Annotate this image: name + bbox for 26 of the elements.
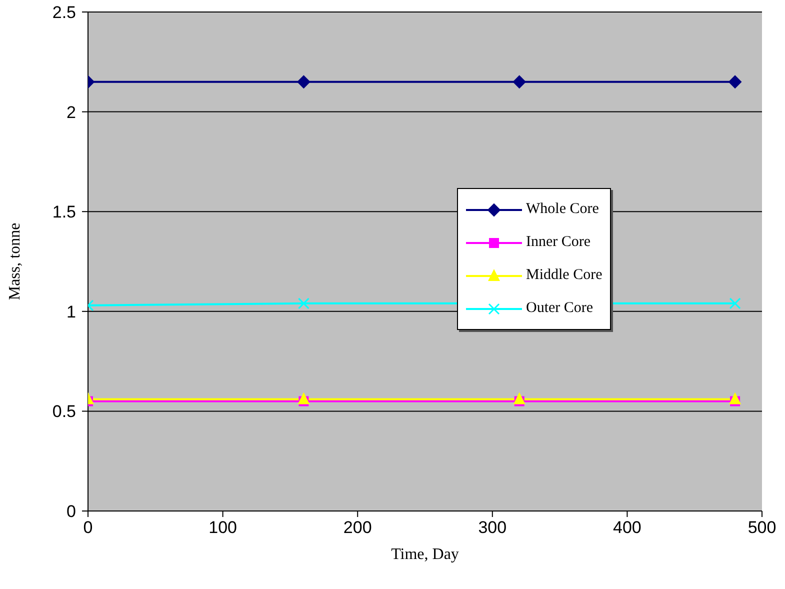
x-tick-label: 500 [748, 518, 776, 538]
y-tick-label: 1 [66, 302, 76, 322]
x-tick-label: 100 [208, 518, 237, 538]
x-tick-label: 400 [613, 518, 642, 538]
legend-label: Inner Core [526, 234, 591, 251]
legend-label: Outer Core [526, 300, 594, 317]
point [729, 298, 741, 310]
x-tick-label: 0 [83, 518, 93, 538]
point [513, 392, 526, 404]
x-tick-label: 300 [478, 518, 507, 538]
x-axis-title: Time, Day [391, 546, 459, 563]
y-axis-title: Mass, tonne [6, 222, 24, 300]
y-tick-label: 2.5 [52, 3, 76, 22]
legend-label: Whole Core [526, 201, 599, 218]
point [512, 75, 526, 88]
legend-label: Middle Core [526, 267, 602, 284]
y-tick-label: 0.5 [52, 402, 76, 422]
x-tick-label: 200 [343, 518, 372, 538]
point [297, 75, 310, 88]
y-tick-label: 1.5 [52, 202, 76, 222]
y-tick-label: 2 [66, 102, 76, 122]
y-tick-label: 0 [66, 502, 76, 522]
point [298, 392, 310, 404]
point [729, 392, 742, 404]
point [728, 75, 742, 88]
point [298, 298, 310, 310]
